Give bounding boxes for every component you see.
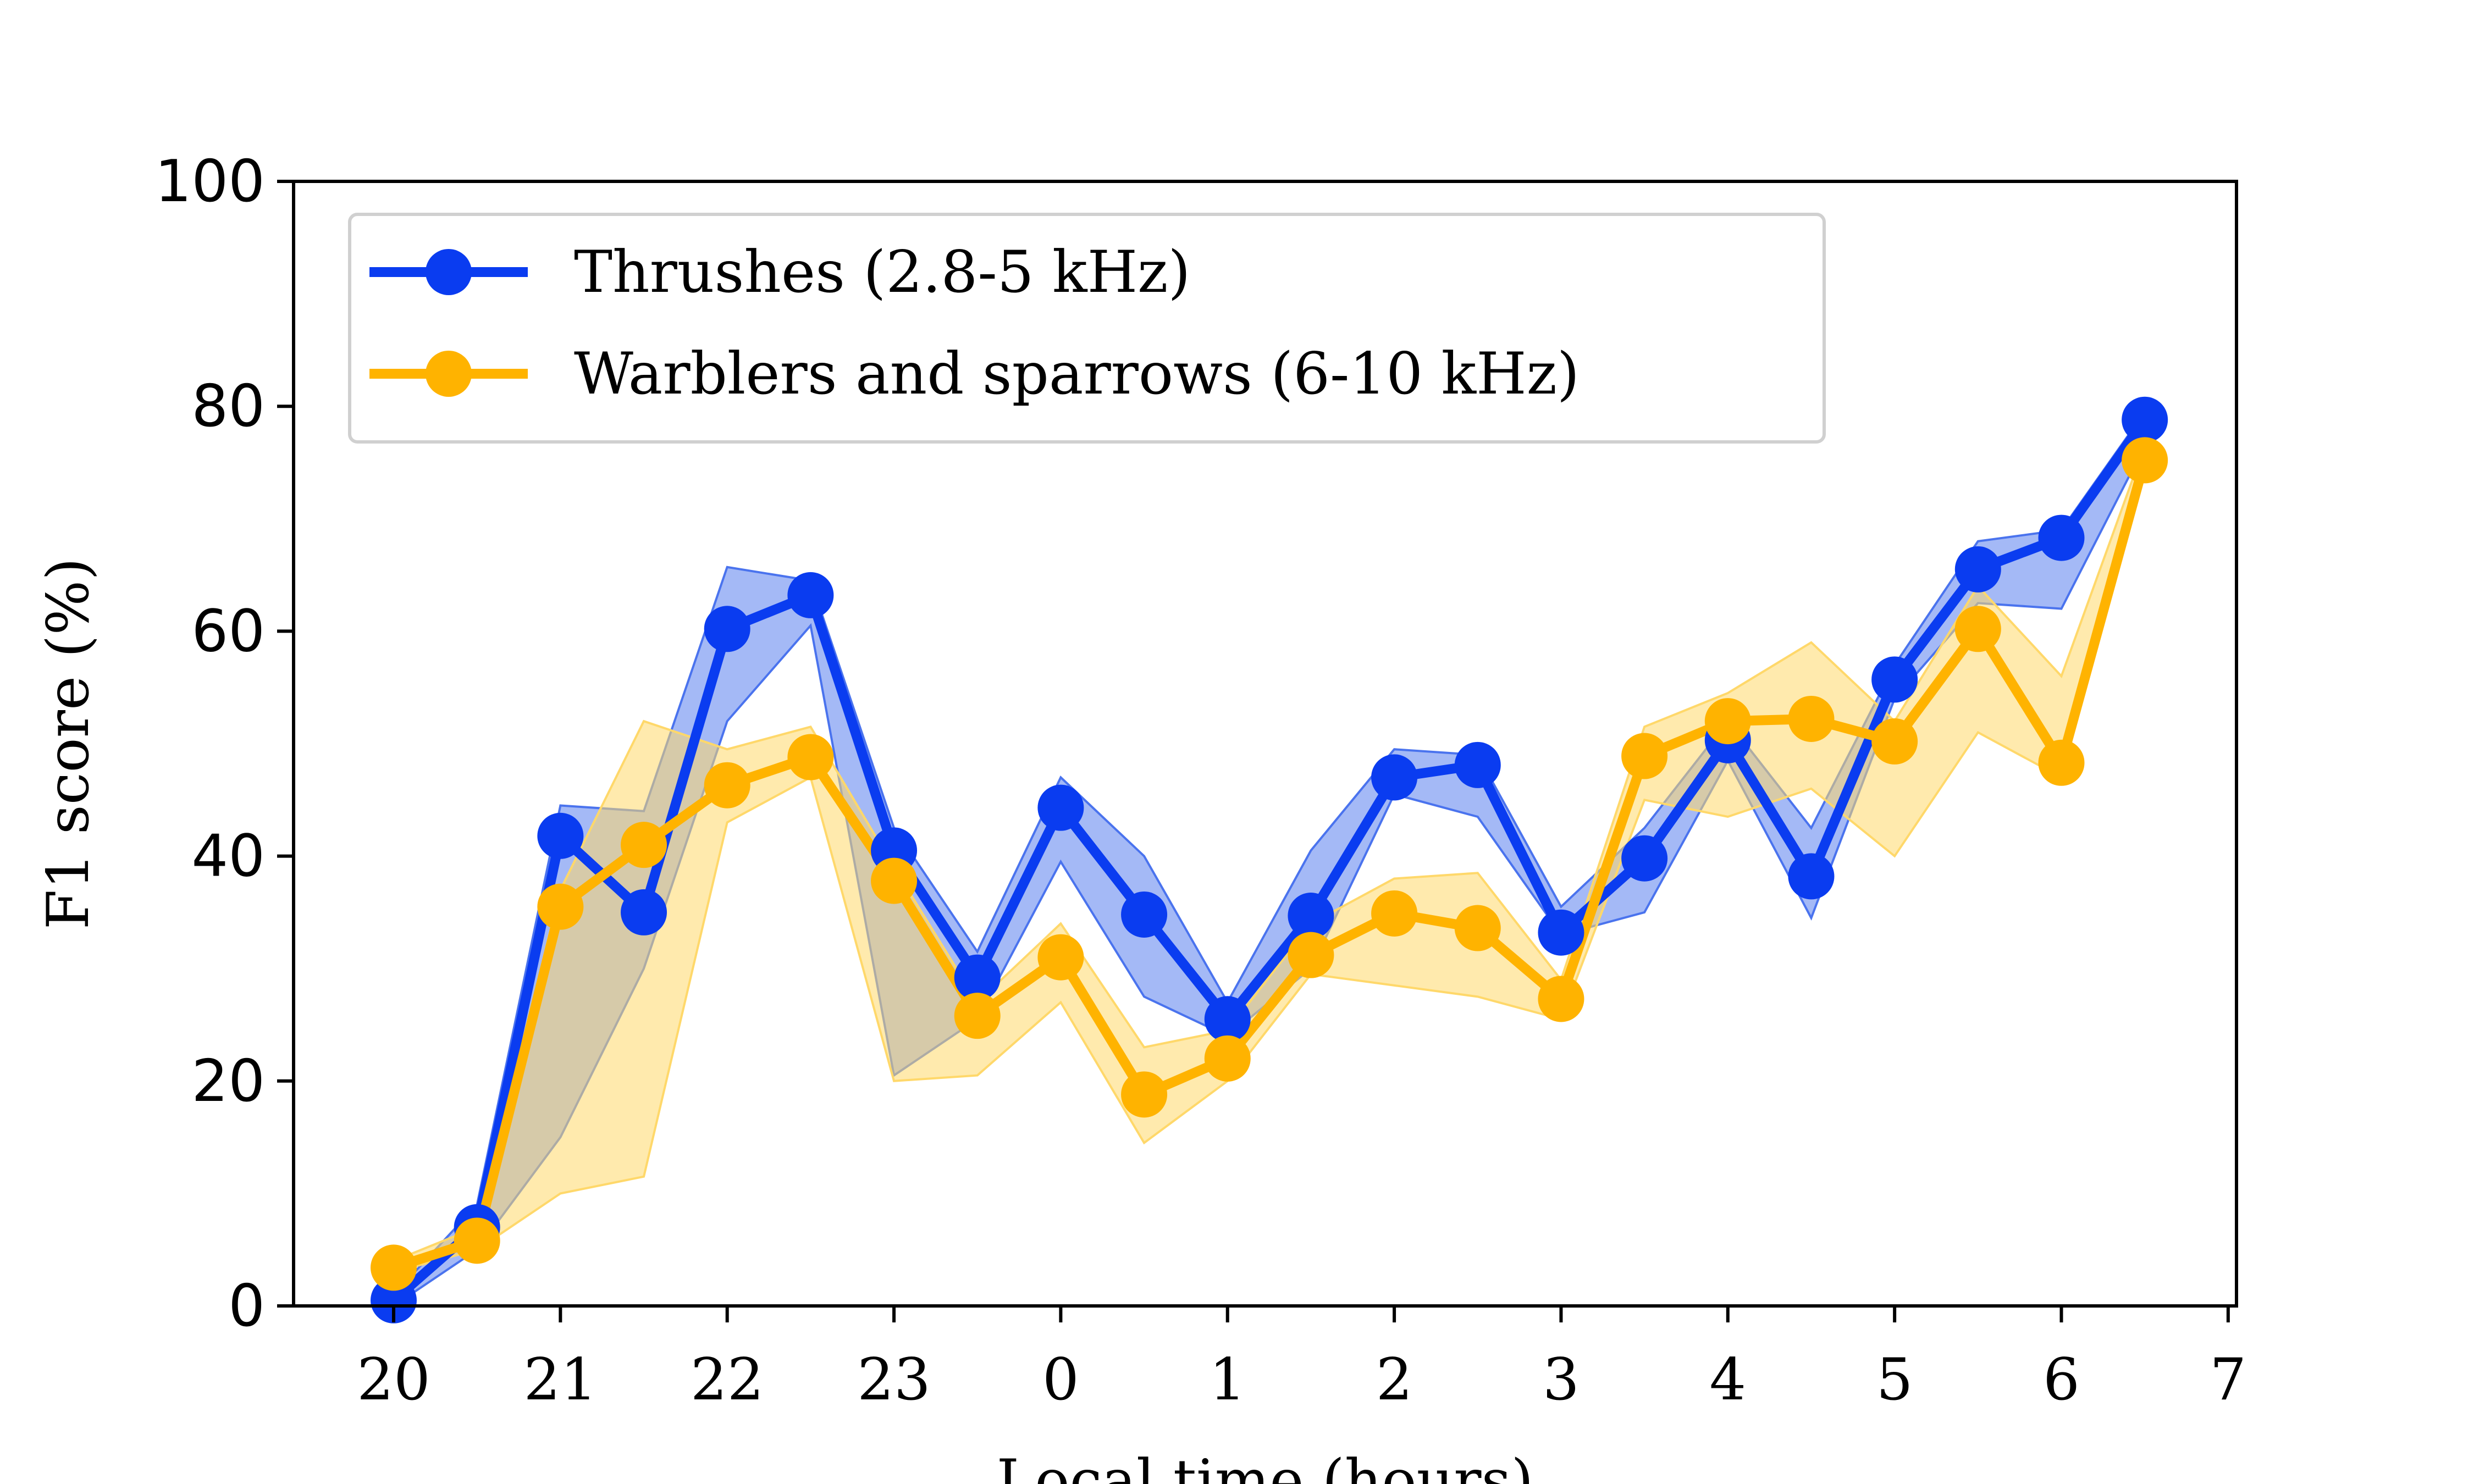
data-point-2-12 bbox=[1288, 932, 1334, 978]
x-tick-label: 23 bbox=[857, 1346, 931, 1413]
x-tick-label: 6 bbox=[2043, 1346, 2080, 1413]
series-line-2 bbox=[392, 459, 2150, 1272]
legend-marker-2 bbox=[426, 351, 472, 397]
x-tick-label: 4 bbox=[1709, 1346, 1746, 1413]
y-tick-label: 100 bbox=[155, 148, 265, 215]
data-point-2-2 bbox=[454, 1217, 500, 1264]
data-point-1-21 bbox=[2038, 514, 2085, 561]
data-point-2-9 bbox=[1037, 934, 1084, 981]
data-point-2-19 bbox=[1871, 718, 1918, 765]
data-point-2-7 bbox=[871, 857, 918, 904]
series-markers bbox=[371, 396, 2168, 1324]
x-tick-label: 2 bbox=[1376, 1346, 1413, 1413]
data-point-2-1 bbox=[371, 1244, 417, 1291]
data-point-1-15 bbox=[1538, 909, 1584, 956]
data-point-1-1 bbox=[371, 1277, 417, 1324]
data-point-2-22 bbox=[2122, 437, 2168, 484]
data-point-2-18 bbox=[1788, 695, 1835, 742]
data-point-1-22 bbox=[2122, 396, 2168, 443]
x-axis-label: Local time (hours) bbox=[997, 1447, 1534, 1484]
y-tick-label: 0 bbox=[228, 1272, 265, 1339]
y-axis: 0 20 40 60 80 100 bbox=[155, 148, 294, 1339]
data-point-1-13 bbox=[1371, 754, 1418, 801]
legend: Thrushes (2.8-5 kHz) Warblers and sparrow… bbox=[348, 213, 1826, 444]
x-tick-label: 21 bbox=[524, 1346, 598, 1413]
data-point-2-16 bbox=[1621, 733, 1668, 779]
data-point-2-11 bbox=[1204, 1035, 1251, 1082]
data-point-1-5 bbox=[704, 606, 750, 652]
data-point-2-10 bbox=[1121, 1071, 1168, 1118]
y-axis-label: F1 score (%) bbox=[35, 558, 102, 929]
data-point-2-15 bbox=[1538, 976, 1584, 1022]
data-point-2-17 bbox=[1704, 698, 1751, 745]
data-point-1-6 bbox=[787, 572, 834, 618]
data-point-1-19 bbox=[1871, 656, 1918, 703]
data-point-1-18 bbox=[1788, 853, 1835, 900]
data-point-1-9 bbox=[1037, 784, 1084, 831]
x-tick-label: 3 bbox=[1543, 1346, 1580, 1413]
data-point-1-3 bbox=[537, 812, 584, 859]
data-point-2-3 bbox=[537, 883, 584, 930]
series-lines bbox=[390, 417, 2150, 1304]
x-tick-label: 20 bbox=[357, 1346, 430, 1413]
data-point-2-8 bbox=[954, 993, 1001, 1039]
y-tick-label: 20 bbox=[191, 1048, 265, 1115]
data-point-1-11 bbox=[1204, 996, 1251, 1043]
legend-label-1: Thrushes (2.8-5 kHz) bbox=[574, 239, 1190, 306]
data-point-2-6 bbox=[787, 734, 834, 780]
data-point-2-20 bbox=[1954, 606, 2001, 652]
x-tick-label: 5 bbox=[1876, 1346, 1913, 1413]
legend-box bbox=[348, 213, 1826, 444]
data-point-1-8 bbox=[954, 954, 1001, 1001]
data-point-2-4 bbox=[621, 822, 667, 868]
series-line-1 bbox=[390, 417, 2149, 1304]
data-point-2-5 bbox=[704, 762, 750, 809]
x-tick-label: 7 bbox=[2210, 1346, 2246, 1413]
plot-frame bbox=[292, 180, 2238, 1308]
data-point-2-13 bbox=[1371, 890, 1418, 937]
x-tick-label: 1 bbox=[1209, 1346, 1246, 1413]
legend-label-2: Warblers and sparrows (6-10 kHz) bbox=[574, 340, 1580, 407]
data-point-1-20 bbox=[1954, 546, 2001, 593]
x-axis: 20 21 22 23 0 1 2 3 4 5 6 7 bbox=[357, 1306, 2246, 1413]
x-tick-label: 22 bbox=[691, 1346, 764, 1413]
data-point-1-10 bbox=[1121, 891, 1168, 938]
data-point-1-14 bbox=[1454, 741, 1501, 788]
data-point-1-16 bbox=[1621, 835, 1668, 882]
x-tick-label: 0 bbox=[1042, 1346, 1079, 1413]
data-point-2-21 bbox=[2038, 739, 2085, 786]
data-point-1-12 bbox=[1288, 893, 1334, 939]
data-point-1-4 bbox=[621, 889, 667, 935]
y-tick-label: 60 bbox=[191, 597, 265, 665]
legend-marker-1 bbox=[426, 249, 472, 295]
y-tick-label: 40 bbox=[191, 823, 265, 890]
data-point-2-14 bbox=[1454, 905, 1501, 951]
y-tick-label: 80 bbox=[191, 373, 265, 440]
